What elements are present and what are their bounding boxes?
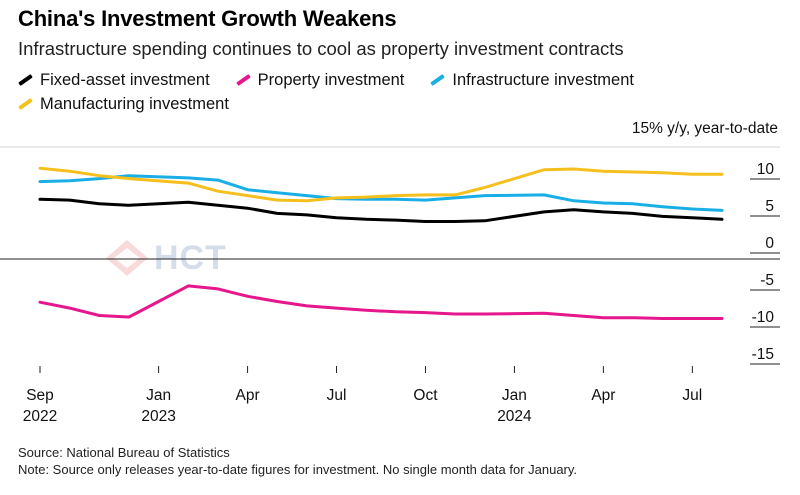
x-tick-label: Jul xyxy=(327,387,347,404)
legend-label: Property investment xyxy=(257,70,405,89)
legend-label: Manufacturing investment xyxy=(40,94,229,113)
chart-title: China's Investment Growth Weakens xyxy=(18,6,397,31)
watermark-logo-icon xyxy=(106,240,148,276)
series-line-manufacturing-investment xyxy=(38,166,724,203)
x-tick-label: Jan xyxy=(146,387,171,404)
y-tick-label: -15 xyxy=(752,346,774,363)
chart-subtitle: Infrastructure spending continues to coo… xyxy=(18,38,624,59)
watermark: HCT xyxy=(104,238,227,278)
x-tick-label: Jul xyxy=(682,387,702,404)
y-axis: 10 5 0 -5 -10 -15 xyxy=(750,161,780,365)
y-tick-label: -10 xyxy=(752,309,775,326)
series-layer xyxy=(38,166,724,320)
y-tick-label: 0 xyxy=(765,235,774,252)
footer: Source: National Bureau of Statistics No… xyxy=(18,444,577,478)
footnote: Note: Source only releases year-to-date … xyxy=(18,462,578,477)
x-tick-label: Sep xyxy=(26,387,54,404)
x-tick-label: Oct xyxy=(413,387,438,404)
legend: Fixed-asset investment Property investme… xyxy=(18,68,788,116)
x-tick-label: Jan xyxy=(502,387,527,404)
y-tick-label: 5 xyxy=(765,198,774,215)
x-tick-year-label: 2023 xyxy=(141,408,175,425)
series-line-infrastructure-investment xyxy=(38,174,724,212)
watermark-text: HCT xyxy=(154,238,227,277)
x-tick-year-label: 2024 xyxy=(497,408,532,425)
y-axis-unit-label: 15% y/y, year-to-date xyxy=(631,120,778,137)
legend-item-infrastructure: Infrastructure investment xyxy=(430,71,634,90)
legend-label: Fixed-asset investment xyxy=(40,70,210,89)
y-tick-label: 10 xyxy=(757,161,775,178)
legend-item-manufacturing: Manufacturing investment xyxy=(18,95,229,114)
x-tick-label: Apr xyxy=(236,387,260,404)
source-note: Source: National Bureau of Statistics xyxy=(18,445,230,460)
grid-layer xyxy=(0,146,780,260)
legend-label: Infrastructure investment xyxy=(452,70,634,89)
series-line-fixed-asset-investment xyxy=(38,197,724,223)
y-tick-label: -5 xyxy=(760,272,774,289)
x-tick-year-label: 2022 xyxy=(23,408,57,425)
legend-item-property: Property investment xyxy=(235,70,405,90)
x-axis: Sep 2022 Jan 2023 Apr Jul Oct Jan 2024 Apr Jul xyxy=(23,366,702,425)
legend-item-fixed-asset: Fixed-asset investment xyxy=(18,71,210,90)
series-line-property-investment xyxy=(38,284,724,320)
x-tick-label: Apr xyxy=(591,387,615,404)
